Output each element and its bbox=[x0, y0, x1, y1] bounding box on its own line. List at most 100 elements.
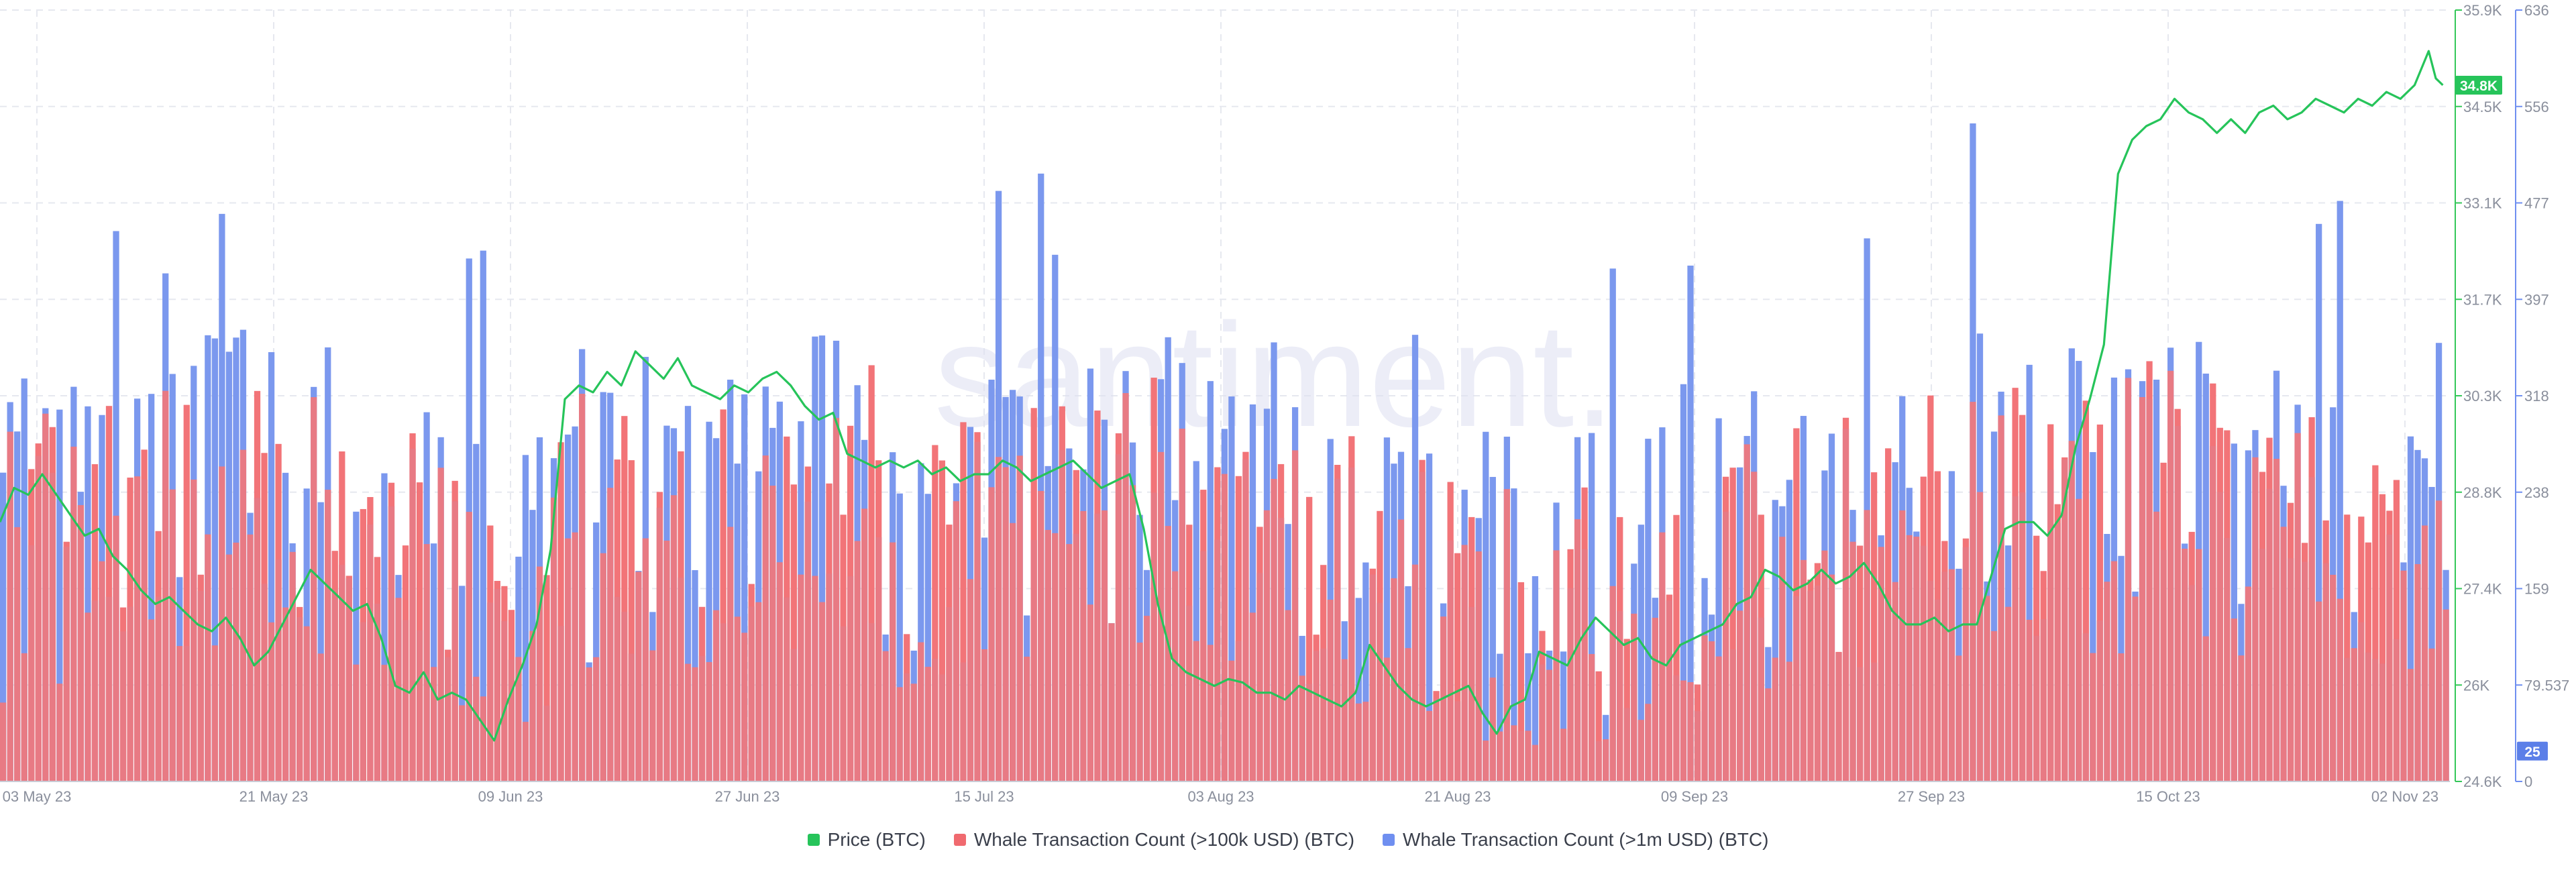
bar bbox=[2365, 652, 2371, 781]
bar bbox=[353, 511, 360, 781]
bar bbox=[2090, 452, 2096, 781]
bar bbox=[706, 662, 712, 781]
bar bbox=[1306, 684, 1313, 781]
bar bbox=[762, 455, 769, 781]
bar bbox=[1165, 526, 1171, 781]
bar bbox=[2287, 558, 2294, 781]
bar bbox=[1475, 551, 1482, 781]
bar bbox=[2294, 433, 2301, 781]
bar bbox=[890, 542, 896, 781]
bar bbox=[459, 705, 466, 781]
bar bbox=[1411, 335, 1419, 781]
bar bbox=[1948, 569, 1955, 781]
bar bbox=[141, 479, 148, 781]
bar bbox=[2174, 425, 2181, 781]
bar bbox=[678, 578, 684, 781]
bar bbox=[119, 631, 127, 781]
bar bbox=[1765, 688, 1772, 781]
bar bbox=[1383, 657, 1391, 781]
bar bbox=[487, 602, 494, 781]
bar bbox=[1623, 708, 1630, 781]
bar bbox=[1743, 444, 1750, 781]
bar bbox=[932, 658, 938, 781]
price-series-layer bbox=[0, 50, 2444, 742]
bar bbox=[2428, 648, 2435, 781]
bar bbox=[105, 596, 113, 781]
bar bbox=[868, 623, 875, 781]
legend-item-price[interactable]: Price (BTC) bbox=[807, 829, 926, 851]
bar bbox=[1073, 533, 1079, 781]
bar bbox=[2231, 618, 2238, 781]
bar bbox=[402, 620, 409, 781]
bar bbox=[1115, 454, 1122, 781]
bar bbox=[1454, 701, 1461, 781]
count-axis-tick-label: 238 bbox=[2524, 484, 2549, 501]
bar bbox=[1193, 461, 1199, 781]
bar bbox=[1080, 510, 1087, 781]
bar bbox=[1708, 641, 1715, 781]
price-axis-tick-label: 28.8K bbox=[2463, 484, 2502, 501]
bar bbox=[882, 651, 889, 781]
bar bbox=[1313, 651, 1320, 781]
bar bbox=[1589, 433, 1595, 781]
bar bbox=[790, 484, 798, 781]
bar bbox=[960, 422, 967, 781]
x-axis-tick-label: 27 Sep 23 bbox=[1898, 788, 1965, 805]
bar bbox=[2082, 633, 2089, 781]
count-axis-tick-label: 397 bbox=[2524, 291, 2549, 308]
last-price-badge bbox=[2455, 75, 2502, 95]
bar bbox=[1666, 600, 1673, 781]
bar bbox=[1454, 553, 1461, 781]
bar bbox=[1249, 404, 1256, 781]
bar bbox=[409, 448, 416, 781]
legend-item-whale-100k[interactable]: Whale Transaction Count (>100k USD) (BTC… bbox=[953, 829, 1354, 851]
bar bbox=[183, 645, 190, 781]
bar bbox=[311, 397, 317, 781]
bar bbox=[1772, 500, 1778, 781]
bar bbox=[56, 684, 63, 781]
bar bbox=[162, 390, 169, 781]
bar bbox=[1256, 573, 1263, 781]
bar bbox=[2196, 549, 2202, 781]
bar bbox=[981, 649, 988, 781]
bar bbox=[2266, 488, 2273, 781]
bar bbox=[812, 576, 818, 781]
bar bbox=[353, 664, 360, 781]
bar bbox=[1864, 510, 1870, 781]
bar bbox=[2047, 470, 2054, 781]
bar bbox=[1348, 468, 1355, 781]
bar bbox=[2407, 669, 2414, 781]
bar bbox=[21, 653, 28, 781]
bar bbox=[2252, 457, 2259, 781]
bar bbox=[395, 598, 402, 781]
bar bbox=[1044, 530, 1051, 781]
bar bbox=[297, 617, 303, 781]
bar bbox=[1828, 574, 1835, 781]
bar bbox=[2125, 378, 2132, 781]
bar bbox=[508, 659, 515, 781]
bar bbox=[2273, 459, 2280, 781]
bar bbox=[812, 336, 818, 781]
bar bbox=[219, 466, 225, 781]
bar bbox=[1489, 477, 1496, 781]
bar bbox=[2372, 465, 2379, 781]
bar bbox=[268, 352, 275, 781]
bar bbox=[614, 596, 621, 781]
bar bbox=[1687, 265, 1694, 781]
bar bbox=[1892, 582, 1898, 781]
bar bbox=[748, 606, 755, 781]
bar bbox=[1955, 655, 1962, 781]
bar bbox=[99, 561, 105, 781]
bar bbox=[1433, 698, 1440, 781]
legend-item-whale-1m[interactable]: Whale Transaction Count (>1m USD) (BTC) bbox=[1383, 829, 1768, 851]
x-axis-tick-label: 21 Aug 23 bbox=[1424, 788, 1491, 805]
bar bbox=[932, 445, 938, 781]
bar bbox=[741, 633, 748, 781]
bar bbox=[1532, 576, 1539, 781]
bar bbox=[416, 630, 423, 781]
bar bbox=[1101, 510, 1108, 781]
bar bbox=[1595, 671, 1602, 781]
bar bbox=[367, 524, 374, 781]
bar bbox=[1024, 656, 1030, 781]
bar bbox=[1136, 642, 1143, 781]
